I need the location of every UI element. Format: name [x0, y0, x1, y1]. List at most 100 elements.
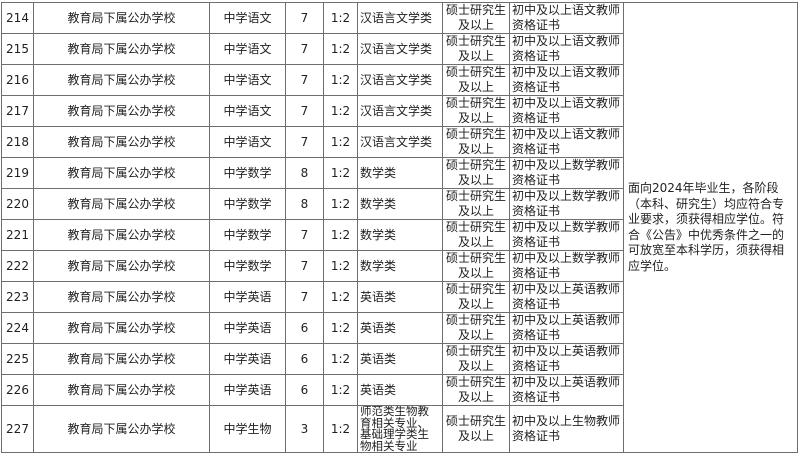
cell-certificate: 初中及以上数学教师资格证书 — [509, 219, 624, 251]
cell-position: 中学生物 — [209, 405, 286, 453]
cell-school: 教育局下属公办学校 — [33, 2, 210, 34]
cell-major: 数学类 — [357, 250, 443, 282]
cell-ratio: 1:2 — [323, 281, 358, 313]
cell-no: 220 — [1, 188, 34, 220]
table-row: 226 教育局下属公办学校 中学英语 6 1:2 英语类 硕士研究生及以上 初中及以上英语教师… — [1, 374, 798, 406]
table-row: 224 教育局下属公办学校 中学英语 6 1:2 英语类 硕士研究生及以上 初中及以上英语教师… — [1, 312, 798, 344]
cell-no: 226 — [1, 374, 34, 406]
cell-no: 224 — [1, 312, 34, 344]
cell-no: 214 — [1, 2, 34, 34]
cell-school: 教育局下属公办学校 — [33, 250, 210, 282]
cell-school: 教育局下属公办学校 — [33, 95, 210, 127]
cell-ratio: 1:2 — [323, 219, 358, 251]
cell-position: 中学语文 — [209, 95, 286, 127]
cell-school: 教育局下属公办学校 — [33, 33, 210, 65]
cell-position: 中学数学 — [209, 157, 286, 189]
cell-count: 7 — [285, 250, 324, 282]
cell-ratio: 1:2 — [323, 2, 358, 34]
cell-position: 中学语文 — [209, 126, 286, 158]
cell-no: 218 — [1, 126, 34, 158]
cell-school: 教育局下属公办学校 — [33, 374, 210, 406]
cell-no: 216 — [1, 64, 34, 96]
cell-position: 中学数学 — [209, 250, 286, 282]
cell-ratio: 1:2 — [323, 157, 358, 189]
cell-school: 教育局下属公办学校 — [33, 157, 210, 189]
table-row: 218 教育局下属公办学校 中学语文 7 1:2 汉语言文学类 硕士研究生及以上 初中及以上语… — [1, 126, 798, 158]
cell-certificate: 初中及以上数学教师资格证书 — [509, 188, 624, 220]
cell-certificate: 初中及以上语文教师资格证书 — [509, 2, 624, 34]
cell-certificate: 初中及以上生物教师资格证书 — [509, 405, 624, 453]
table-row: 222 教育局下属公办学校 中学数学 7 1:2 数学类 硕士研究生及以上 初中及以上数学教师… — [1, 250, 798, 282]
table-row: 220 教育局下属公办学校 中学数学 8 1:2 数学类 硕士研究生及以上 初中及以上数学教师… — [1, 188, 798, 220]
cell-position: 中学英语 — [209, 374, 286, 406]
cell-position: 中学英语 — [209, 281, 286, 313]
cell-position: 中学语文 — [209, 2, 286, 34]
cell-ratio: 1:2 — [323, 188, 358, 220]
cell-major: 数学类 — [357, 157, 443, 189]
cell-school: 教育局下属公办学校 — [33, 219, 210, 251]
cell-certificate: 初中及以上语文教师资格证书 — [509, 33, 624, 65]
cell-major: 汉语言文学类 — [357, 2, 443, 34]
note-cell: 面向2024年毕业生，各阶段（本科、研究生）均应符合专业要求，须获得相应学位。符… — [623, 2, 798, 453]
cell-position: 中学数学 — [209, 219, 286, 251]
cell-count: 7 — [285, 2, 324, 34]
table-row: 217 教育局下属公办学校 中学语文 7 1:2 汉语言文学类 硕士研究生及以上 初中及以上语… — [1, 95, 798, 127]
cell-degree: 硕士研究生及以上 — [442, 33, 510, 65]
cell-major: 英语类 — [357, 374, 443, 406]
cell-school: 教育局下属公办学校 — [33, 281, 210, 313]
cell-major: 英语类 — [357, 281, 443, 313]
cell-degree: 硕士研究生及以上 — [442, 405, 510, 453]
cell-degree: 硕士研究生及以上 — [442, 343, 510, 375]
cell-ratio: 1:2 — [323, 250, 358, 282]
cell-position: 中学英语 — [209, 343, 286, 375]
cell-count: 6 — [285, 312, 324, 344]
cell-certificate: 初中及以上英语教师资格证书 — [509, 281, 624, 313]
cell-ratio: 1:2 — [323, 405, 358, 453]
cell-position: 中学语文 — [209, 64, 286, 96]
cell-ratio: 1:2 — [323, 374, 358, 406]
cell-major: 英语类 — [357, 343, 443, 375]
cell-major: 数学类 — [357, 219, 443, 251]
cell-ratio: 1:2 — [323, 126, 358, 158]
cell-major: 汉语言文学类 — [357, 95, 443, 127]
cell-count: 7 — [285, 64, 324, 96]
cell-major: 师范类生物教育相关专业、 基础理学类生物相关专业 — [357, 405, 443, 453]
cell-certificate: 初中及以上英语教师资格证书 — [509, 343, 624, 375]
cell-certificate: 初中及以上英语教师资格证书 — [509, 312, 624, 344]
cell-count: 7 — [285, 281, 324, 313]
cell-no: 221 — [1, 219, 34, 251]
cell-count: 7 — [285, 219, 324, 251]
cell-no: 219 — [1, 157, 34, 189]
cell-no: 225 — [1, 343, 34, 375]
cell-major: 数学类 — [357, 188, 443, 220]
cell-ratio: 1:2 — [323, 95, 358, 127]
cell-school: 教育局下属公办学校 — [33, 126, 210, 158]
cell-certificate: 初中及以上语文教师资格证书 — [509, 64, 624, 96]
cell-school: 教育局下属公办学校 — [33, 405, 210, 453]
cell-no: 222 — [1, 250, 34, 282]
cell-certificate: 初中及以上语文教师资格证书 — [509, 126, 624, 158]
cell-certificate: 初中及以上数学教师资格证书 — [509, 250, 624, 282]
cell-degree: 硕士研究生及以上 — [442, 250, 510, 282]
cell-position: 中学英语 — [209, 312, 286, 344]
cell-no: 217 — [1, 95, 34, 127]
cell-ratio: 1:2 — [323, 312, 358, 344]
cell-major: 汉语言文学类 — [357, 126, 443, 158]
cell-count: 8 — [285, 188, 324, 220]
cell-certificate: 初中及以上语文教师资格证书 — [509, 95, 624, 127]
cell-school: 教育局下属公办学校 — [33, 64, 210, 96]
cell-certificate: 初中及以上数学教师资格证书 — [509, 157, 624, 189]
cell-school: 教育局下属公办学校 — [33, 188, 210, 220]
cell-degree: 硕士研究生及以上 — [442, 188, 510, 220]
cell-ratio: 1:2 — [323, 64, 358, 96]
cell-count: 3 — [285, 405, 324, 453]
cell-degree: 硕士研究生及以上 — [442, 157, 510, 189]
cell-count: 7 — [285, 95, 324, 127]
cell-degree: 硕士研究生及以上 — [442, 374, 510, 406]
cell-degree: 硕士研究生及以上 — [442, 281, 510, 313]
cell-count: 6 — [285, 374, 324, 406]
